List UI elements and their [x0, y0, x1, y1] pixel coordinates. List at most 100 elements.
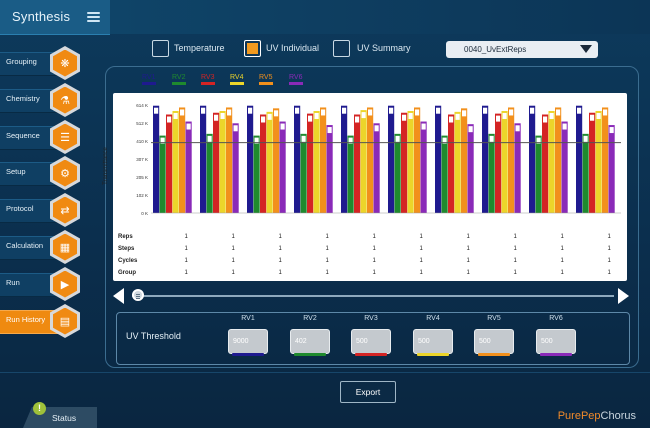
param-row-label: Reps — [118, 234, 133, 240]
bar-rv1-group-2 — [200, 106, 206, 213]
uv-threshold-input-rv2[interactable]: 402 — [290, 329, 330, 354]
legend-label: RV6 — [289, 74, 303, 81]
run-select-dropdown[interactable]: 0040_UvExtReps — [446, 41, 598, 58]
scroll-right-arrow-icon[interactable] — [618, 288, 629, 304]
bar-rv6-group-5 — [374, 123, 380, 213]
bar-rv2-group-2 — [207, 134, 213, 213]
sidebar-item-setup[interactable]: Setup ⚙ — [0, 156, 80, 192]
bar-value-label — [261, 116, 265, 122]
bar-value-label — [355, 116, 359, 122]
bar-rv1-group-9 — [529, 106, 535, 213]
bar-value-label — [396, 136, 400, 142]
sidebar-item-protocol[interactable]: Protocol ⇄ — [0, 193, 80, 229]
bar-rv4-group-4 — [314, 111, 320, 213]
bar-rv6-group-10 — [609, 125, 615, 213]
scroll-left-arrow-icon[interactable] — [113, 288, 124, 304]
legend-entry-rv6: RV6 — [289, 74, 303, 85]
bar-rv5-group-2 — [226, 107, 232, 213]
uv-threshold-color-bar — [478, 353, 510, 356]
bar-value-label — [227, 109, 231, 115]
bar-value-label — [436, 108, 440, 114]
legend-entry-rv5: RV5 — [259, 74, 273, 85]
sidebar-item-label: Run History — [6, 315, 45, 324]
legend-label: RV2 — [172, 74, 186, 81]
legend-label: RV4 — [230, 74, 244, 81]
bar-value-label — [449, 116, 453, 122]
param-cell: 1 — [467, 258, 470, 264]
sidebar-item-run[interactable]: Run ▶ — [0, 267, 80, 303]
bar-value-label — [597, 113, 601, 119]
uv-threshold-input-rv1[interactable]: 9000 — [228, 329, 268, 354]
bar-rv1-group-5 — [341, 106, 347, 213]
bar-rv1-group-6 — [388, 106, 394, 213]
bar-value-label — [584, 136, 588, 142]
sidebar-item-calculation[interactable]: Calculation ▦ — [0, 230, 80, 266]
uv-threshold-input-rv6[interactable]: 500 — [536, 329, 576, 354]
uv-threshold-color-bar — [355, 353, 387, 356]
bar-rv3-group-5 — [354, 114, 360, 213]
legend-label: RV3 — [201, 74, 215, 81]
uv-threshold-value: 9000 — [233, 338, 249, 345]
param-cell: 1 — [561, 246, 564, 252]
param-cell: 1 — [608, 246, 611, 252]
app-header: Synthesis — [0, 0, 110, 35]
param-row-label: Steps — [118, 246, 134, 252]
bar-rv4-group-7 — [455, 112, 461, 213]
uv-summary-checkbox[interactable] — [333, 40, 350, 57]
uv-threshold-input-rv3[interactable]: 500 — [351, 329, 391, 354]
sidebar-item-grouping[interactable]: Grouping ❋ — [0, 46, 80, 82]
legend-entry-rv1: RV1 — [142, 74, 156, 85]
param-cell: 1 — [514, 270, 517, 276]
param-cell: 1 — [514, 258, 517, 264]
uv-individual-checkbox[interactable] — [244, 40, 261, 57]
brand-name-purepep: PurePep — [558, 410, 601, 422]
sidebar-item-label: Calculation — [6, 241, 43, 250]
param-cell: 1 — [373, 234, 376, 240]
bar-rv2-group-1 — [160, 136, 166, 213]
sliders-icon: ⚙ — [60, 167, 70, 180]
uv-threshold-input-rv5[interactable]: 500 — [474, 329, 514, 354]
calculator-icon: ▦ — [60, 241, 70, 254]
hamburger-menu-icon[interactable] — [87, 12, 100, 22]
bar-value-label — [389, 108, 393, 114]
bar-rv2-group-4 — [301, 134, 307, 213]
footer-divider — [0, 372, 650, 373]
uv-threshold-label-rv3: RV3 — [351, 315, 391, 322]
bar-rv2-group-5 — [348, 136, 354, 213]
uv-threshold-label-rv5: RV5 — [474, 315, 514, 322]
bar-rv2-group-10 — [583, 134, 589, 213]
bar-value-label — [462, 110, 466, 116]
sidebar-item-chemistry[interactable]: Chemistry ⚗ — [0, 83, 80, 119]
sidebar-item-label: Run — [6, 278, 20, 287]
bar-value-label — [268, 114, 272, 120]
param-row-cycles: Cycles 1 1 1 1 1 1 1 1 1 1 — [113, 257, 627, 267]
bar-rv6-group-3 — [280, 122, 286, 213]
scroll-thumb[interactable] — [132, 289, 144, 301]
sidebar-item-label: Chemistry — [6, 94, 40, 103]
bar-value-label — [342, 108, 346, 114]
param-row-label: Cycles — [118, 258, 137, 264]
bar-rv4-group-10 — [596, 111, 602, 213]
bar-value-label — [281, 124, 285, 130]
bar-value-label — [154, 108, 158, 114]
bar-rv5-group-4 — [320, 107, 326, 213]
bar-rv3-group-10 — [589, 113, 595, 213]
bar-value-label — [201, 108, 205, 114]
uv-threshold-color-bar — [540, 353, 572, 356]
sidebar-item-sequence[interactable]: Sequence ☰ — [0, 120, 80, 156]
scroll-track[interactable] — [132, 295, 614, 297]
sidebar-item-run-history[interactable]: Run History ▤ — [0, 304, 80, 340]
export-button[interactable]: Export — [340, 381, 396, 403]
bar-rv3-group-6 — [401, 113, 407, 213]
bar-rv2-group-3 — [254, 136, 260, 213]
param-cell: 1 — [232, 234, 235, 240]
y-tick-label: 205 K — [136, 175, 148, 180]
bar-value-label — [530, 108, 534, 114]
bar-rv6-group-6 — [421, 122, 427, 213]
uv-threshold-label-rv2: RV2 — [290, 315, 330, 322]
bar-value-label — [543, 116, 547, 122]
temperature-checkbox[interactable] — [152, 40, 169, 57]
bar-rv6-group-4 — [327, 125, 333, 213]
uv-threshold-color-bar — [294, 353, 326, 356]
uv-threshold-input-rv4[interactable]: 500 — [413, 329, 453, 354]
